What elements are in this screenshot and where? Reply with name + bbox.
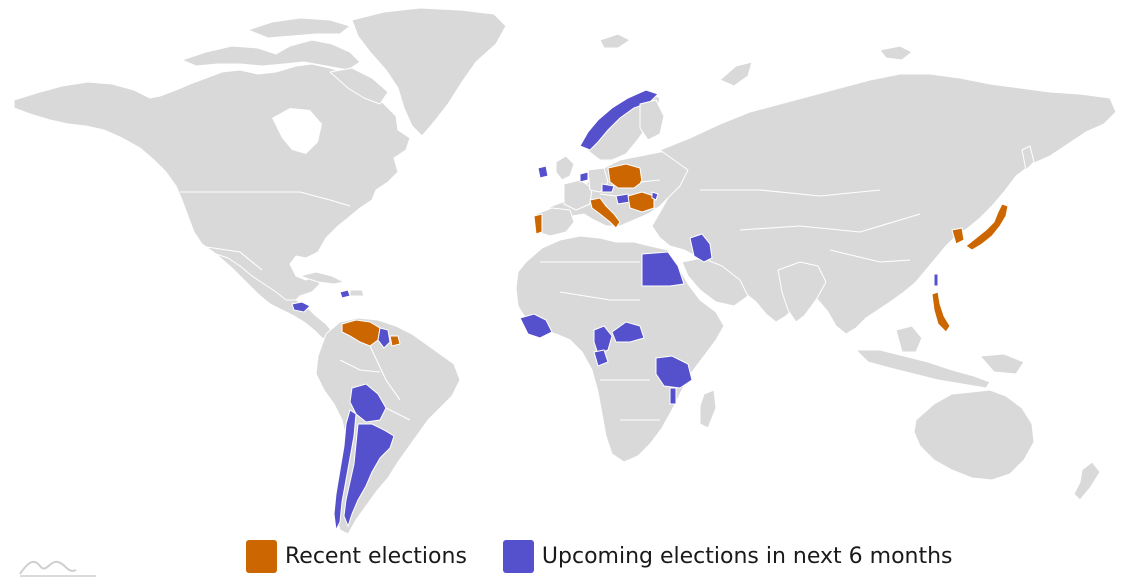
hungary bbox=[615, 193, 631, 205]
arctic-asia bbox=[719, 45, 913, 87]
philippines bbox=[931, 291, 951, 333]
hudson-bay bbox=[272, 108, 322, 154]
europe bbox=[533, 89, 691, 237]
legend-swatch-recent bbox=[246, 539, 277, 573]
gabon bbox=[593, 349, 609, 367]
baffin-island bbox=[329, 67, 389, 105]
south-korea bbox=[951, 227, 965, 245]
tanzania bbox=[655, 355, 693, 389]
legend-item-recent: Recent elections bbox=[246, 539, 467, 573]
malawi bbox=[669, 387, 677, 405]
madagascar bbox=[699, 389, 717, 429]
north-america-landmass bbox=[13, 63, 411, 305]
watermark-logo-icon bbox=[19, 560, 96, 577]
greenland bbox=[351, 7, 507, 137]
moldova bbox=[651, 191, 659, 201]
romania bbox=[627, 191, 655, 213]
dominican-republic bbox=[349, 289, 365, 297]
chile bbox=[333, 409, 357, 532]
argentina bbox=[343, 423, 395, 528]
north-america bbox=[13, 7, 507, 341]
legend-label-recent: Recent elections bbox=[285, 543, 467, 569]
netherlands bbox=[579, 171, 589, 183]
new-guinea bbox=[979, 353, 1025, 375]
legend-label-upcoming: Upcoming elections in next 6 months bbox=[541, 543, 953, 569]
finland bbox=[639, 99, 665, 141]
haiti bbox=[339, 289, 351, 299]
africa-landmass bbox=[515, 235, 725, 463]
new-zealand bbox=[1073, 461, 1101, 501]
sakhalin bbox=[1021, 145, 1035, 171]
bolivia bbox=[349, 383, 387, 423]
south-america bbox=[315, 317, 461, 535]
honduras bbox=[291, 301, 311, 313]
great-britain bbox=[555, 155, 575, 181]
novaya-zemlya bbox=[719, 61, 753, 87]
asia bbox=[651, 73, 1117, 389]
sa-borders bbox=[339, 345, 411, 421]
us-mexico-border bbox=[199, 245, 263, 271]
suriname bbox=[389, 335, 401, 347]
ivory-coast bbox=[519, 313, 553, 339]
venezuela bbox=[341, 319, 381, 347]
portugal bbox=[533, 213, 543, 235]
czechia bbox=[601, 183, 615, 193]
iraq bbox=[689, 233, 713, 263]
australia bbox=[913, 389, 1035, 481]
asia-borders bbox=[700, 189, 921, 263]
norway bbox=[579, 89, 659, 151]
guyana bbox=[377, 327, 391, 349]
poland bbox=[607, 163, 643, 189]
japan bbox=[965, 203, 1009, 251]
africa bbox=[515, 235, 725, 463]
ireland bbox=[537, 165, 549, 179]
borneo bbox=[895, 325, 923, 353]
africa-borders bbox=[540, 261, 660, 421]
svalbard bbox=[599, 33, 631, 49]
italy bbox=[589, 197, 621, 229]
egypt bbox=[641, 251, 685, 287]
cameroon bbox=[593, 325, 613, 355]
india bbox=[777, 261, 827, 323]
legend-swatch-upcoming bbox=[502, 539, 534, 573]
legend-item-upcoming: Upcoming elections in next 6 months bbox=[502, 539, 953, 573]
central-african-republic bbox=[611, 321, 645, 343]
map-legend: Recent elections Upcoming elections in n… bbox=[246, 538, 989, 574]
arctic-islands-north bbox=[247, 17, 351, 39]
oceania bbox=[913, 389, 1101, 501]
arctic-islands bbox=[181, 39, 361, 71]
cuba bbox=[299, 271, 345, 285]
us-canada-border bbox=[180, 191, 351, 207]
arabia bbox=[681, 257, 749, 307]
taiwan bbox=[933, 273, 939, 287]
indonesia bbox=[855, 349, 991, 389]
siberian-islands bbox=[879, 45, 913, 61]
